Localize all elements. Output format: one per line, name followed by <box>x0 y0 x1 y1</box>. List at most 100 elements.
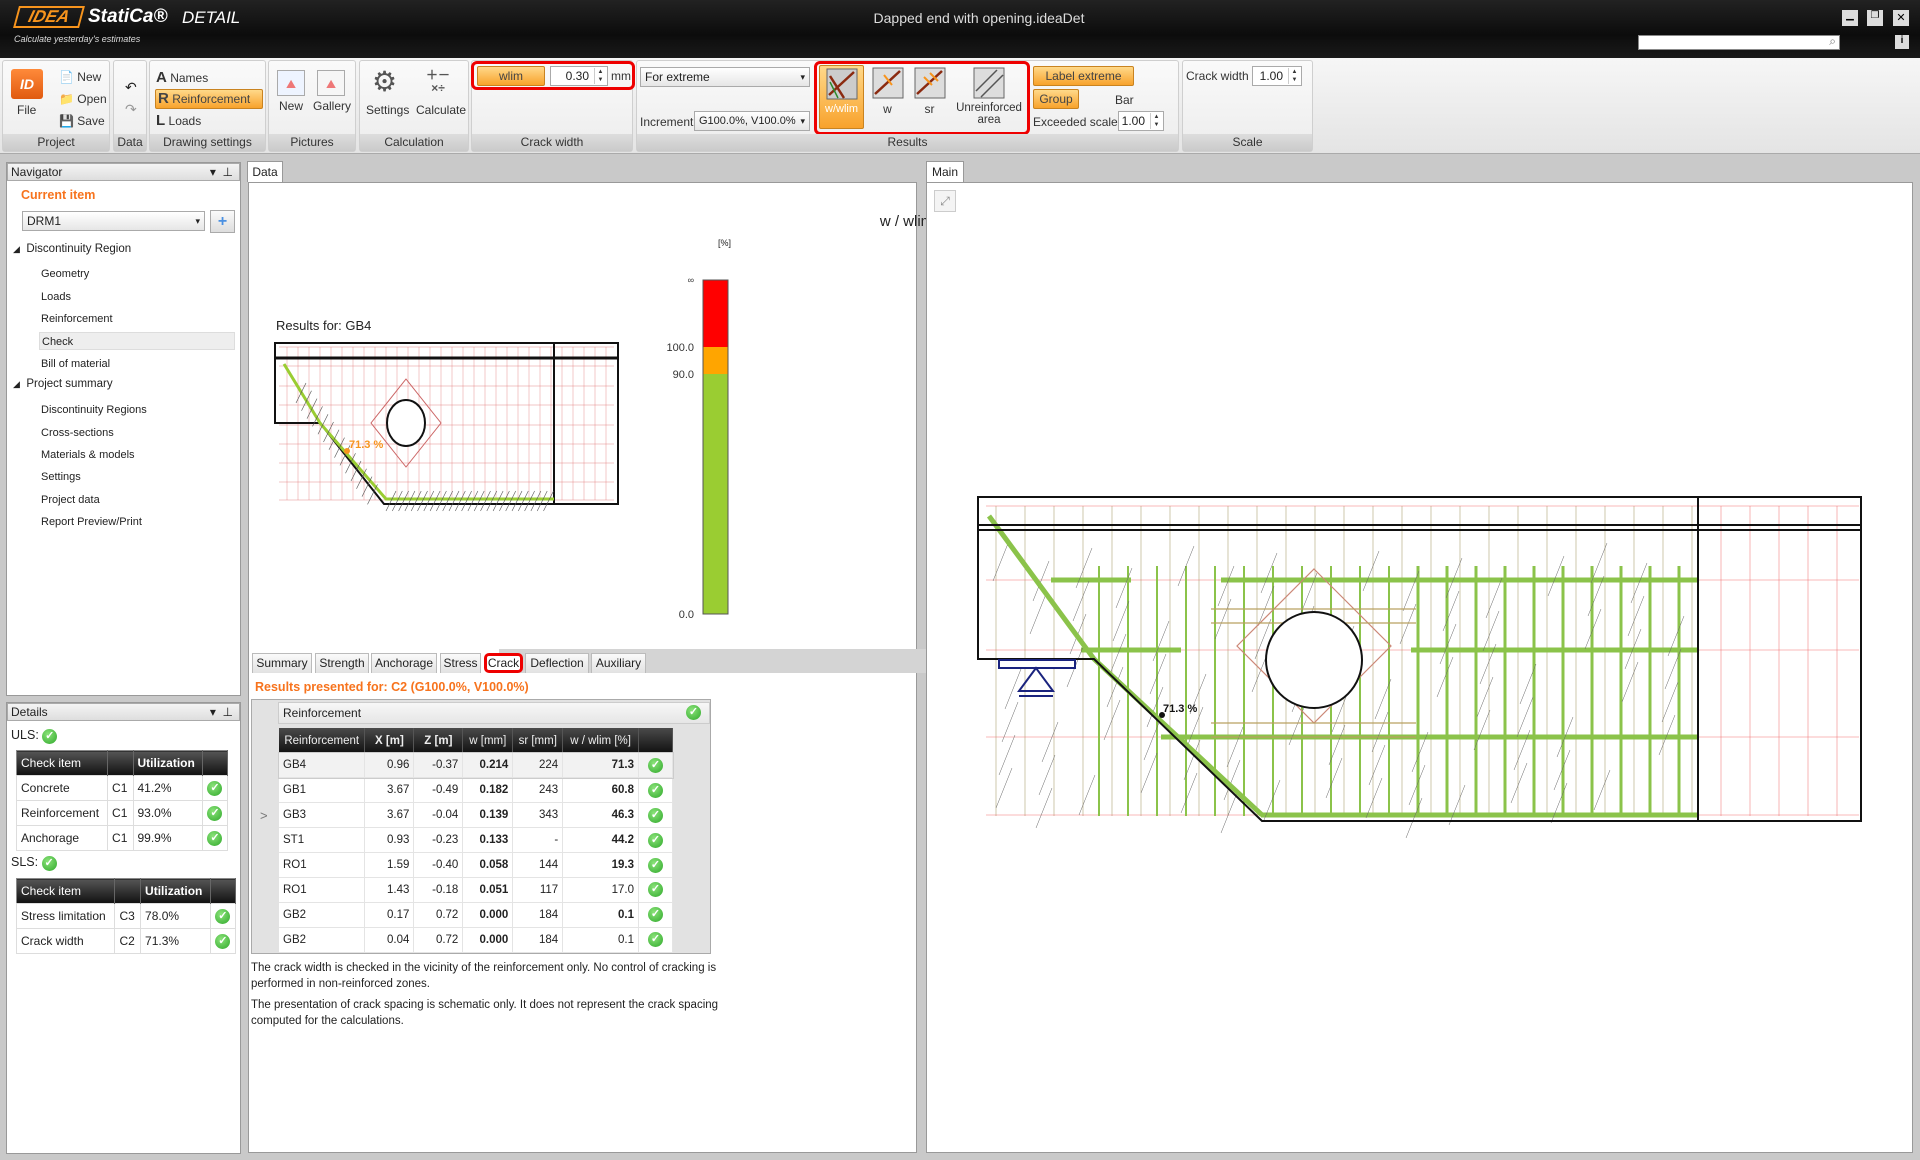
tab-deflection[interactable]: Deflection <box>525 653 589 673</box>
label-extreme-button[interactable]: Label extreme <box>1033 66 1134 86</box>
crack-line <box>455 490 466 512</box>
file-button[interactable]: ID <box>11 69 43 99</box>
exceeded-scale-input[interactable]: 1.00 ▲ ▼ <box>1118 111 1164 131</box>
open-button[interactable]: 📁 Open <box>59 92 107 106</box>
tab-data[interactable]: Data <box>247 161 283 182</box>
pin-icon[interactable]: ▾ ⊥ <box>209 165 233 179</box>
save-button[interactable]: 💾 Save <box>59 114 105 128</box>
info-icon[interactable]: i <box>1895 35 1909 49</box>
wlim-input[interactable]: 0.30 ▲ ▼ <box>550 66 608 86</box>
table-row[interactable]: GB4 0.96 -0.37 0.214 224 71.3 ✓ <box>278 752 674 779</box>
table-row[interactable]: Concrete C1 41.2% ✓ <box>15 775 229 801</box>
tree-item[interactable]: Bill of material <box>41 358 111 370</box>
tree-group[interactable]: ◢ Discontinuity Region <box>13 243 131 255</box>
sr-button[interactable]: sr <box>912 65 947 129</box>
tree-item[interactable]: Report Preview/Print <box>41 516 142 528</box>
table-row[interactable]: Stress limitation C3 78.0% ✓ <box>15 903 237 929</box>
pin-icon[interactable]: ▾ ⊥ <box>209 705 233 719</box>
tab-anchorage[interactable]: Anchorage <box>371 653 437 673</box>
tree-item[interactable]: Loads <box>41 291 71 303</box>
table-row[interactable]: GB2 0.17 0.72 0.000 184 0.1 ✓ <box>279 902 673 928</box>
check-ok-icon: ✓ <box>41 856 57 871</box>
scale-spinner[interactable]: ▲ ▼ <box>1288 68 1300 84</box>
legend-segment <box>703 280 728 347</box>
tree-item[interactable]: Check <box>39 332 235 350</box>
table-row[interactable]: GB3 3.67 -0.04 0.139 343 46.3 ✓ <box>279 802 673 829</box>
reinforcement-button[interactable]: R Reinforcement <box>155 89 263 109</box>
crack-line <box>385 490 397 512</box>
gallery-icon[interactable]: ⛰ <box>317 70 345 96</box>
loads-button[interactable]: L Loads <box>156 112 202 129</box>
scale-crack-width-input[interactable]: 1.00 ▲ ▼ <box>1252 66 1302 86</box>
tab-stress[interactable]: Stress <box>440 653 481 673</box>
settings-gear-icon[interactable]: ⚙ <box>372 66 398 97</box>
maximize-button[interactable]: ❐ <box>1867 10 1883 26</box>
cell: RO1 <box>279 877 366 903</box>
collapse-triangle-icon[interactable]: ◢ <box>13 379 20 389</box>
tree-item[interactable]: Geometry <box>41 268 90 280</box>
cell: 0.000 <box>462 902 514 928</box>
crack-line <box>1223 759 1241 801</box>
names-button[interactable]: A Names <box>156 69 209 86</box>
tab-summary[interactable]: Summary <box>252 653 312 673</box>
search-input[interactable]: ⌕ <box>1638 34 1840 50</box>
add-item-button[interactable]: + <box>210 210 235 233</box>
tab-main[interactable]: Main <box>926 161 964 182</box>
group-label: Calculation <box>360 134 468 151</box>
diagonal-bars <box>370 378 442 468</box>
close-button[interactable]: ✕ <box>1893 10 1909 26</box>
group-button[interactable]: Group <box>1033 89 1079 109</box>
table-row[interactable]: RO1 1.43 -0.18 0.051 117 17.0 ✓ <box>279 877 673 903</box>
wlim-spinner[interactable]: ▲ ▼ <box>594 68 606 84</box>
extreme-dropdown[interactable]: For extreme <box>640 67 810 87</box>
table-row[interactable]: GB2 0.04 0.72 0.000 184 0.1 ✓ <box>279 927 673 953</box>
table-row[interactable]: Crack width C2 71.3% ✓ <box>15 928 237 954</box>
minimize-button[interactable]: ▁ <box>1842 10 1858 26</box>
group-calculation: ⚙ Settings ＋－ ×÷ Calculate Calculation <box>359 60 469 152</box>
reinforcement-group-header[interactable]: Reinforcement ✓ <box>278 702 710 724</box>
table-row[interactable]: GB1 3.67 -0.49 0.182 243 60.8 ✓ <box>279 777 673 804</box>
bar-button[interactable]: Bar <box>1115 93 1134 107</box>
new-picture-button[interactable]: New <box>279 99 304 113</box>
tree-item[interactable]: Discontinuity Regions <box>41 404 147 416</box>
cell: 44.2 <box>562 827 639 854</box>
loads-label: Loads <box>168 114 202 128</box>
expand-chevron-icon[interactable]: > <box>260 808 268 823</box>
w-wlim-button[interactable]: w/wlim <box>819 65 864 129</box>
tree-item[interactable]: Cross-sections <box>41 427 114 439</box>
increment-dropdown[interactable]: G100.0%, V100.0% <box>694 111 810 131</box>
gallery-button[interactable]: Gallery <box>313 99 352 113</box>
cell: -0.40 <box>413 852 464 878</box>
undo-icon[interactable]: ↶ <box>125 79 137 95</box>
calculate-icon[interactable]: ＋－ ×÷ <box>425 68 450 95</box>
redo-icon[interactable]: ↷ <box>125 101 137 117</box>
new-button[interactable]: 📄 New <box>59 70 102 84</box>
table-row[interactable]: RO1 1.59 -0.40 0.058 144 19.3 ✓ <box>279 852 673 878</box>
exceeded-scale-value: 1.00 <box>1121 114 1145 128</box>
table-row[interactable]: Reinforcement C1 93.0% ✓ <box>15 800 229 826</box>
unreinforced-area-button[interactable]: Unreinforced area <box>952 65 1026 129</box>
fullscreen-icon[interactable]: ⤢ <box>934 190 956 212</box>
collapse-triangle-icon[interactable]: ◢ <box>13 244 20 254</box>
new-picture-icon[interactable]: ⛰ <box>277 70 305 96</box>
exceeded-scale-spinner[interactable]: ▲ ▼ <box>1150 113 1162 129</box>
tree-item[interactable]: Project data <box>41 494 100 506</box>
legend-tick-label: ∞ <box>688 275 694 285</box>
settings-button[interactable]: Settings <box>366 103 410 117</box>
tree-item[interactable]: Reinforcement <box>41 313 113 325</box>
table-row[interactable]: ST1 0.93 -0.23 0.133-44.2 ✓ <box>279 827 673 854</box>
group-project: ID File 📄 New 📁 Open 💾 Save Project <box>2 60 110 152</box>
calculate-button[interactable]: Calculate <box>416 103 467 117</box>
tree-group[interactable]: ◢ Project summary <box>13 378 113 390</box>
tree-item[interactable]: Settings <box>41 471 81 483</box>
tree-item[interactable]: Materials & models <box>41 449 135 461</box>
cell: 71.3 <box>562 753 639 779</box>
table-row[interactable]: Anchorage C1 99.9% ✓ <box>15 825 229 851</box>
tab-auxiliary[interactable]: Auxiliary <box>591 653 646 673</box>
w-button[interactable]: w <box>870 65 905 129</box>
crack-line <box>1399 603 1417 645</box>
tab-crack[interactable]: Crack <box>484 653 523 673</box>
wlim-button[interactable]: wlim <box>477 66 545 86</box>
current-item-dropdown[interactable]: DRM1 <box>22 211 205 231</box>
tab-strength[interactable]: Strength <box>315 653 369 673</box>
